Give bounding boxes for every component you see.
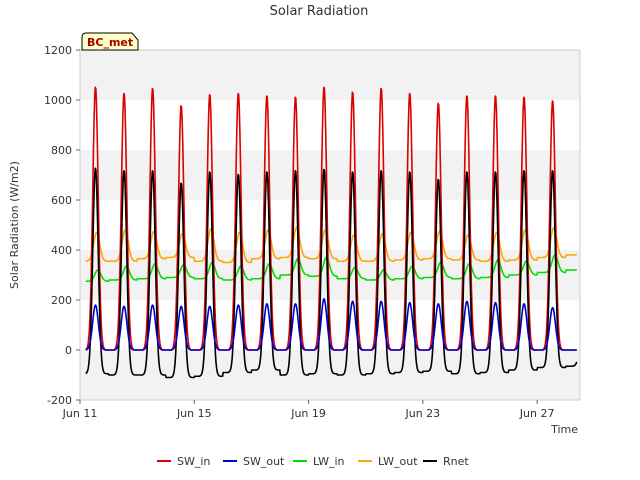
- grid-band: [80, 50, 580, 100]
- x-axis-ticks: Jun 11 Jun 15 Jun 19 Jun 23 Jun 27: [62, 400, 555, 420]
- x-axis-label: Time: [550, 423, 578, 436]
- chart-title: Solar Radiation: [270, 4, 369, 19]
- x-tick-label: Jun 27: [519, 407, 555, 420]
- y-tick-label: -200: [47, 394, 72, 407]
- y-tick-label: 0: [65, 344, 72, 357]
- series-line-lw-in: [85, 254, 577, 283]
- plot-frame: [79, 49, 581, 401]
- y-tick-label: 800: [51, 144, 72, 157]
- y-axis-ticks: -200 0 200 400 600 800 1000 1200: [44, 44, 80, 407]
- y-axis-label: Solar Radiation (W/m2): [8, 161, 21, 289]
- y-tick-label: 400: [51, 244, 72, 257]
- series-layer: [85, 86, 578, 379]
- series-line-lw-out: [85, 226, 577, 264]
- x-tick-label: Jun 15: [176, 407, 212, 420]
- legend-item-sw-out: SW_out: [243, 455, 285, 468]
- y-tick-label: 600: [51, 194, 72, 207]
- legend-item-sw-in: SW_in: [177, 455, 210, 468]
- y-tick-label: 200: [51, 294, 72, 307]
- badge-text: BC_met: [87, 36, 133, 49]
- x-tick-label: Jun 19: [290, 407, 326, 420]
- x-tick-label: Jun 23: [405, 407, 441, 420]
- legend-item-lw-out: LW_out: [378, 455, 418, 468]
- series-line-sw-out: [85, 298, 577, 351]
- grid-bands: [80, 50, 580, 400]
- site-badge: BC_met: [81, 32, 139, 51]
- legend: SW_in SW_out LW_in LW_out Rnet: [157, 455, 469, 468]
- legend-item-rnet: Rnet: [443, 455, 469, 468]
- x-tick-label: Jun 11: [62, 407, 98, 420]
- legend-item-lw-in: LW_in: [313, 455, 345, 468]
- y-tick-label: 1200: [44, 44, 72, 57]
- y-tick-label: 1000: [44, 94, 72, 107]
- badge-box: [81, 32, 139, 51]
- series-line-rnet: [85, 167, 578, 379]
